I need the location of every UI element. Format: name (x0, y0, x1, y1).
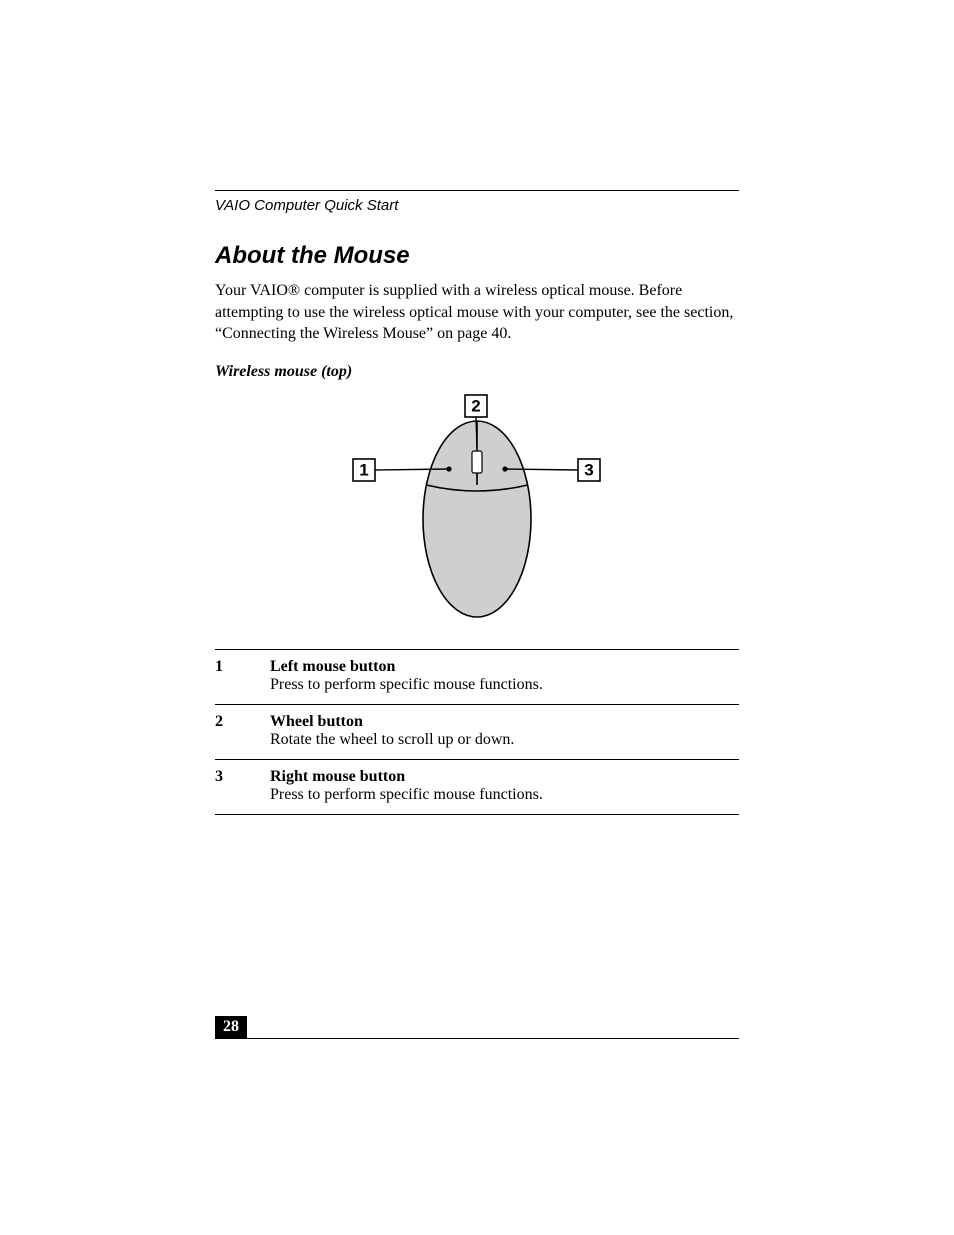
footer-rule (215, 1038, 739, 1039)
section-body: Your VAIO® computer is supplied with a w… (215, 280, 739, 345)
callout-number: 3 (584, 460, 593, 479)
mouse-wheel-icon (472, 451, 482, 473)
legend-text: Left mouse buttonPress to perform specif… (270, 649, 739, 704)
legend-text: Wheel buttonRotate the wheel to scroll u… (270, 704, 739, 759)
callout-line (505, 469, 578, 470)
callout-number: 1 (359, 460, 368, 479)
callout-dot (502, 466, 507, 471)
legend-desc: Press to perform specific mouse function… (270, 676, 739, 694)
legend-row: 3Right mouse buttonPress to perform spec… (215, 759, 739, 814)
legend-row: 2Wheel buttonRotate the wheel to scroll … (215, 704, 739, 759)
legend-desc: Rotate the wheel to scroll up or down. (270, 731, 739, 749)
header-label: VAIO Computer Quick Start (215, 197, 739, 214)
legend-table: 1Left mouse buttonPress to perform speci… (215, 649, 739, 815)
callout-line (375, 469, 449, 470)
mouse-diagram-svg: 1 2 3 (317, 389, 637, 629)
section-title: About the Mouse (215, 242, 739, 270)
page-number-badge: 28 (215, 1016, 247, 1038)
callout-line (476, 417, 477, 447)
page: VAIO Computer Quick Start About the Mous… (0, 0, 954, 1235)
footer: 28 (215, 1016, 739, 1039)
legend-title: Wheel button (270, 713, 363, 730)
legend-number: 1 (215, 649, 270, 704)
legend-desc: Press to perform specific mouse function… (270, 786, 739, 804)
callout-number: 2 (471, 396, 480, 415)
legend-number: 3 (215, 759, 270, 814)
figure-caption: Wireless mouse (top) (215, 363, 739, 381)
mouse-diagram: 1 2 3 (215, 389, 739, 629)
legend-text: Right mouse buttonPress to perform speci… (270, 759, 739, 814)
legend-row: 1Left mouse buttonPress to perform speci… (215, 649, 739, 704)
legend-title: Right mouse button (270, 768, 405, 785)
legend-number: 2 (215, 704, 270, 759)
header-rule (215, 190, 739, 191)
callout-dot (446, 466, 451, 471)
legend-title: Left mouse button (270, 658, 395, 675)
